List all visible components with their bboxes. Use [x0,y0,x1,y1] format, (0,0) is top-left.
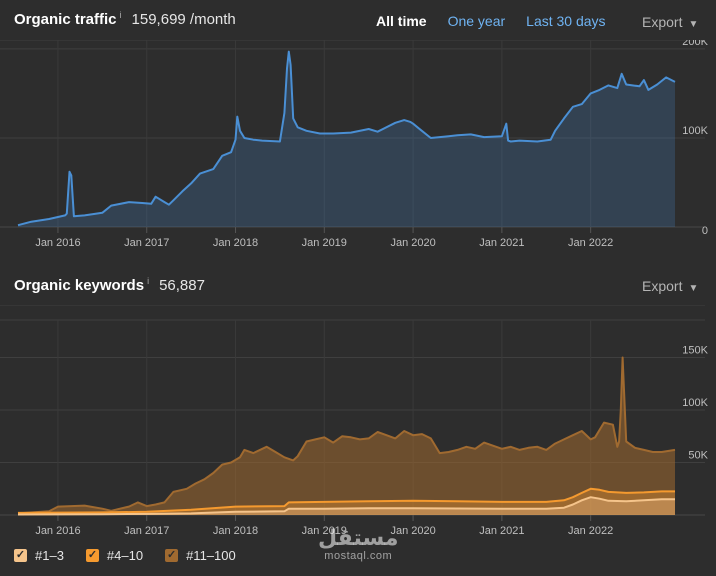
x-tick-label: Jan 2019 [302,237,347,249]
keywords-export-label: Export [642,278,683,294]
traffic-export-label: Export [642,14,683,30]
legend-label: #11–100 [186,548,236,563]
range-all-time[interactable]: All time [376,13,427,29]
checkbox-checked-icon: ✓ [85,549,99,562]
series-area [18,357,675,515]
keywords-header: Organic keywords i 56,887 [14,276,205,294]
time-range-selector: All time One year Last 30 days [376,13,627,29]
traffic-header: Organic traffic i 159,699 /month [14,10,236,28]
chevron-down-icon: ▼ [688,19,699,30]
x-tick-label: Jan 2022 [568,525,613,537]
traffic-title: Organic traffic [14,11,117,28]
traffic-export-button[interactable]: Export ▼ [642,14,698,30]
x-tick-label: Jan 2018 [213,237,258,249]
keywords-legend: ✓ #1–3 ✓ #4–10 ✓ #11–100 [14,548,258,563]
legend-item-top3[interactable]: ✓ #1–3 [14,548,64,563]
y-tick-label: 100K [682,397,708,409]
y-tick-label: 0 [702,225,708,237]
organic-keywords-chart: Jan 2016 Jan 2017 Jan 2018 Jan 2019 Jan 2020… [0,305,709,537]
y-tick-label: 100K [682,125,708,137]
x-tick-label: Jan 2016 [35,525,80,537]
x-tick-label: Jan 2017 [124,525,169,537]
chevron-down-icon: ▼ [688,283,699,294]
legend-label: #4–10 [106,548,144,563]
x-tick-label: Jan 2021 [479,525,524,537]
legend-item-top100[interactable]: ✓ #11–100 [165,548,236,563]
keywords-export-button[interactable]: Export ▼ [642,278,698,294]
series-area [18,497,675,515]
watermark-latin: mostaql.com [324,550,393,562]
x-tick-label: Jan 2020 [390,525,435,537]
series-line [17,50,676,227]
series-line [17,487,675,514]
series-line [17,496,675,516]
keywords-info-icon[interactable]: i [147,276,150,286]
keywords-value: 56,887 [159,277,205,294]
traffic-value: 159,699 /month [131,11,236,28]
x-tick-label: Jan 2022 [568,237,613,249]
legend-label: #1–3 [35,548,64,563]
series-line [17,356,676,515]
legend-item-top10[interactable]: ✓ #4–10 [85,548,144,563]
watermark-arabic: مستقل [318,526,399,551]
x-tick-label: Jan 2021 [479,237,524,249]
series-area [18,51,675,227]
watermark: مستقل mostaql.com [318,526,399,563]
traffic-info-icon[interactable]: i [119,10,122,20]
range-last-30-days[interactable]: Last 30 days [526,13,606,29]
checkbox-checked-icon: ✓ [165,549,179,562]
range-one-year[interactable]: One year [447,13,506,29]
keywords-title: Organic keywords [14,277,145,294]
x-tick-label: Jan 2016 [35,237,80,249]
x-tick-label: Jan 2017 [124,237,169,249]
x-tick-label: Jan 2020 [390,237,435,249]
organic-traffic-chart: Jan 2016 Jan 2017 Jan 2018 Jan 2019 Jan 2020… [0,40,709,249]
y-tick-label: 50K [688,450,708,462]
x-tick-label: Jan 2019 [302,525,347,537]
x-tick-label: Jan 2018 [213,525,258,537]
y-tick-label: 200K [682,40,708,48]
y-tick-label: 150K [682,345,708,357]
checkbox-checked-icon: ✓ [14,549,27,562]
